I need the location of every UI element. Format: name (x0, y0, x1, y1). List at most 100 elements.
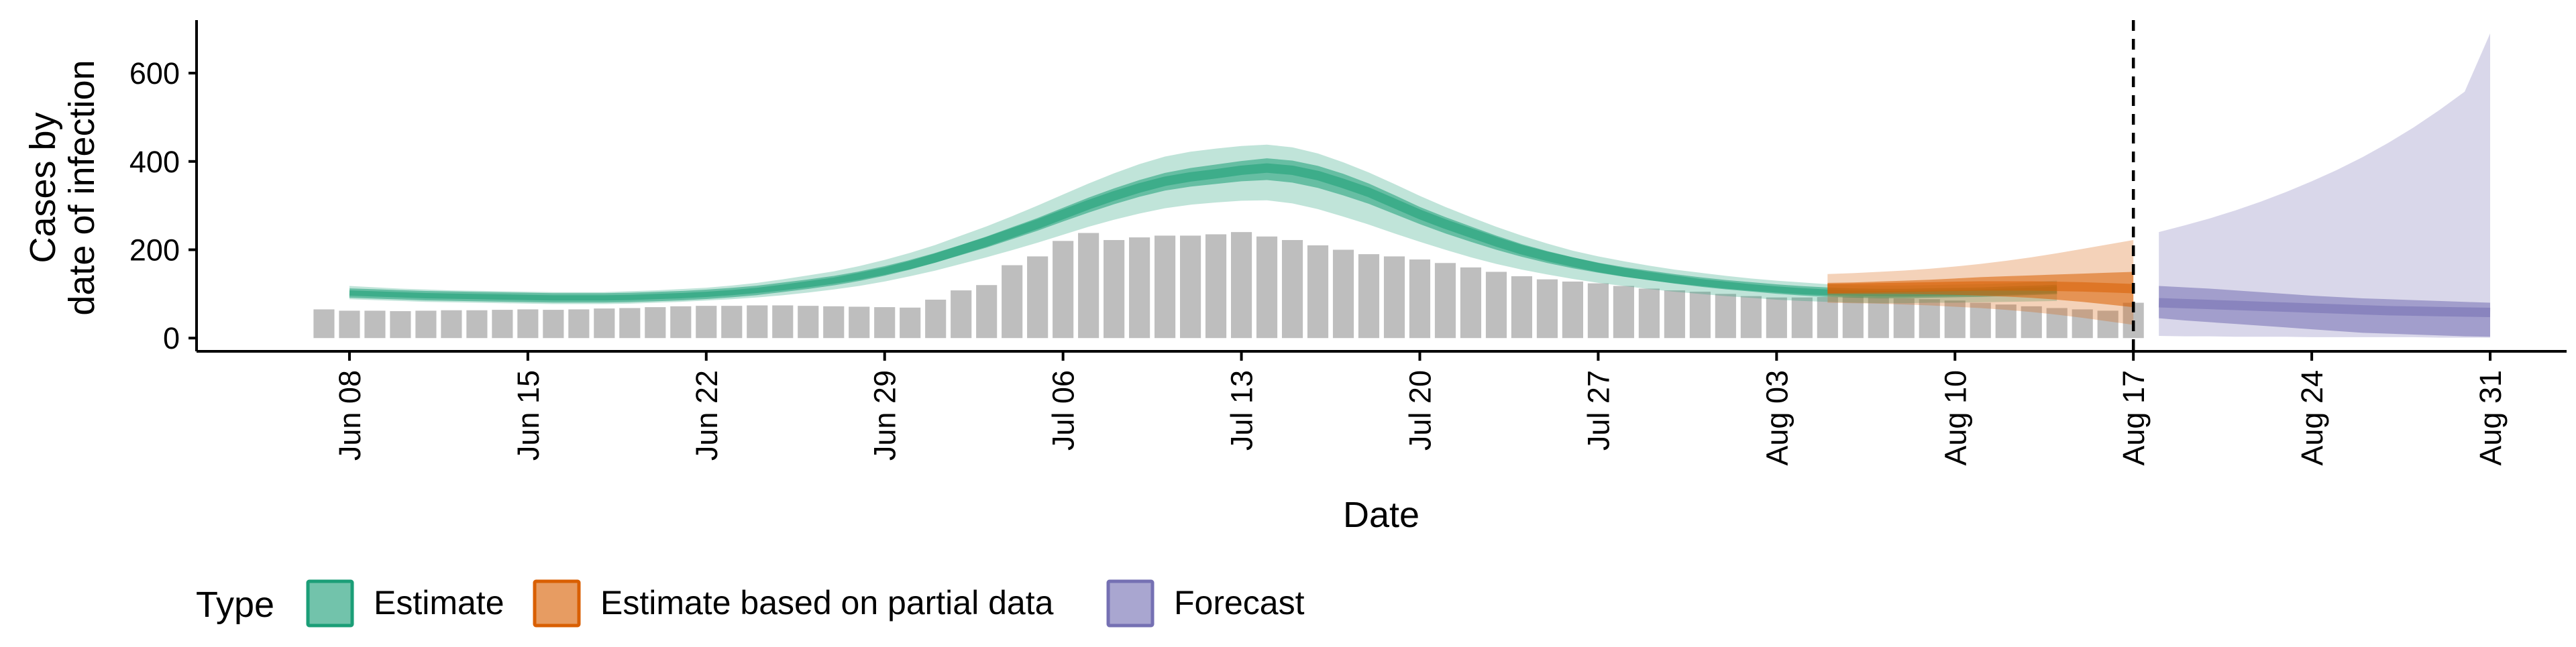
y-tick-label: 0 (163, 321, 180, 355)
case-bar (441, 310, 462, 339)
case-bar (1409, 259, 1431, 339)
case-bar (594, 308, 615, 339)
case-bar (1053, 241, 1074, 339)
case-bar (313, 309, 335, 339)
case-bar (1817, 296, 1838, 339)
case-bar (2021, 306, 2042, 339)
x-tick-label: Aug 17 (2116, 370, 2151, 466)
ribbon-90 (2159, 33, 2491, 338)
case-bar (696, 306, 717, 339)
x-tick-label: Aug 24 (2295, 370, 2329, 466)
case-bar (1155, 235, 1176, 339)
case-bar (951, 290, 972, 339)
case-bar (517, 309, 539, 339)
y-axis-title-line-2: date of infection (62, 60, 102, 315)
x-tick-label: Jun 29 (868, 370, 902, 461)
case-bar (1995, 304, 2017, 339)
case-bar (1358, 254, 1380, 339)
case-bar (1383, 256, 1405, 339)
case-bar (1893, 298, 1915, 339)
case-bar (492, 310, 513, 339)
x-axis-title: Date (1343, 495, 1419, 535)
case-bar (466, 310, 488, 339)
case-bar (1230, 232, 1252, 339)
case-bar (874, 307, 896, 339)
legend-item-forecast: Forecast (1106, 579, 1305, 628)
y-tick-label: 200 (129, 233, 180, 268)
case-bar (1078, 233, 1099, 339)
case-bar (1002, 265, 1023, 339)
case-bar (1689, 292, 1711, 339)
legend-label-partial: Estimate based on partial data (600, 584, 1054, 622)
y-tick-label: 600 (129, 56, 180, 91)
legend-label-estimate: Estimate (374, 584, 504, 622)
case-bar (364, 310, 386, 339)
case-bar (543, 310, 564, 339)
case-bar (1281, 240, 1303, 339)
case-bar (1638, 288, 1660, 339)
case-bar (1460, 267, 1482, 339)
case-bar (339, 310, 360, 339)
axes (195, 20, 2567, 353)
case-bar (390, 311, 411, 339)
case-bar (849, 306, 870, 339)
case-bar (619, 308, 641, 339)
case-bar (747, 305, 768, 339)
case-bar (1104, 240, 1125, 339)
case-bar (1562, 281, 1583, 339)
case-bar (1740, 296, 1762, 339)
case-bar (1766, 297, 1787, 339)
case-bar (1587, 283, 1609, 339)
x-tick-label: Jul 06 (1046, 370, 1081, 451)
legend: Type Estimate Estimate based on partial … (196, 579, 1305, 628)
case-bar (721, 306, 743, 339)
median-band (2158, 298, 2491, 318)
case-bar (1715, 294, 1736, 339)
estimate-ribbons (349, 33, 2491, 338)
x-tick-label: Aug 31 (2473, 370, 2508, 466)
case-bar (1129, 237, 1150, 339)
case-bar (645, 307, 666, 339)
case-bar (2072, 309, 2093, 339)
series-2 (1827, 240, 2134, 325)
case-bar (415, 310, 437, 339)
case-bar (900, 307, 921, 339)
y-ticks: 0 200 400 600 (129, 56, 197, 355)
case-bar (1944, 300, 1966, 339)
case-bar (1205, 234, 1227, 339)
x-tick-label: Jun 22 (690, 370, 724, 461)
median-band (1827, 281, 2134, 294)
case-bar (1027, 256, 1049, 339)
legend-swatch-partial (533, 579, 581, 628)
case-bars (313, 232, 2144, 339)
ribbon-90 (349, 144, 2057, 304)
case-bar (1868, 297, 1889, 339)
case-bar (1791, 297, 1813, 339)
legend-title: Type (196, 585, 274, 625)
median-band (349, 163, 2057, 303)
case-bar (1256, 236, 1278, 339)
x-tick-label: Jun 15 (511, 370, 545, 461)
case-bar (2097, 310, 2118, 339)
case-bar (1842, 296, 1864, 339)
y-axis-title: Cases by date of infection (23, 60, 102, 315)
x-ticks: Jun 08 Jun 15 Jun 22 Jun 29 Jul 06 Jul 13 Jul … (333, 351, 2508, 466)
legend-swatch-estimate (306, 579, 354, 628)
legend-swatch-forecast (1106, 579, 1155, 628)
x-tick-label: Jul 20 (1403, 370, 1437, 451)
x-tick-label: Jun 08 (333, 370, 367, 461)
x-tick-label: Jul 13 (1225, 370, 1259, 451)
case-bar (823, 306, 845, 339)
y-tick-label: 400 (129, 145, 180, 179)
case-bar (976, 285, 998, 339)
case-bar (1434, 263, 1456, 339)
series-1 (349, 144, 2057, 304)
case-bar (1180, 235, 1201, 339)
x-tick-label: Jul 27 (1581, 370, 1615, 451)
case-bar (1511, 276, 1533, 339)
x-tick-label: Aug 10 (1938, 370, 1972, 466)
case-bar (1536, 279, 1558, 339)
case-bar (1307, 245, 1329, 339)
case-bar (1664, 290, 1685, 339)
